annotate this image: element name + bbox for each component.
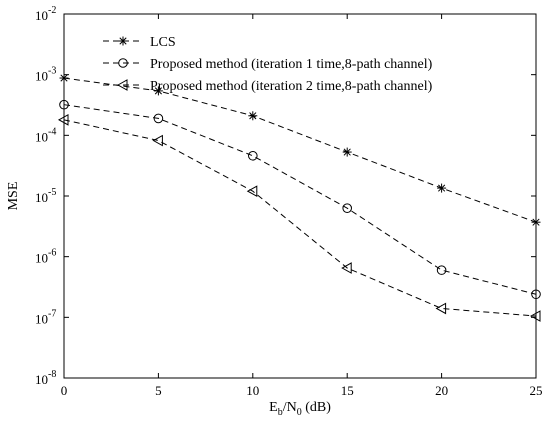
series-3-point — [435, 302, 447, 315]
x-axis-label-mid: /N — [283, 400, 297, 415]
x-axis-label-sub2: 0 — [297, 407, 302, 418]
y-tick-label: 10-2 — [35, 5, 56, 23]
series-2-point — [436, 265, 447, 275]
x-tick-label: 0 — [61, 383, 68, 398]
x-axis-label-unit: (dB) — [302, 400, 332, 415]
axis-ticks: 0 5 10 15 20 25 10-8 10-7 10-6 10-5 10-4 10-3 10-2 — [35, 5, 543, 398]
legend-marker-2 — [118, 58, 128, 68]
series-3-point — [246, 185, 258, 198]
y-tick-label: 10-8 — [35, 369, 56, 387]
y-tick-label: 10-7 — [35, 308, 56, 326]
series-1-point — [248, 111, 258, 121]
x-tick-label: 5 — [155, 383, 162, 398]
y-tick-label: 10-3 — [35, 66, 56, 84]
series-1-point — [437, 183, 447, 193]
x-tick-label: 10 — [246, 383, 259, 398]
series-3-point — [152, 134, 163, 147]
legend-label-3: Proposed method (iteration 2 time,8-path… — [150, 79, 433, 94]
legend-marker-3 — [116, 79, 128, 91]
series-line-1 — [63, 77, 537, 223]
legend-label-1: LCS — [150, 35, 176, 50]
y-tick-label: 10-5 — [35, 187, 56, 205]
series-1-point — [342, 147, 352, 157]
series-2-point — [248, 150, 258, 161]
x-tick-label: 20 — [435, 383, 448, 398]
x-axis-label-main: E — [269, 400, 278, 415]
series-2-point — [153, 113, 164, 124]
series-2-point — [342, 203, 353, 213]
x-axis-label-sub1: b — [278, 407, 283, 418]
series-1-point — [153, 86, 163, 96]
x-tick-label: 15 — [341, 383, 354, 398]
x-axis-label: Eb/N0 (dB) — [269, 400, 331, 418]
series-line-2 — [63, 104, 537, 295]
legend-label-2: Proposed method (iteration 1 time,8-path… — [150, 57, 433, 72]
legend-marker-1 — [118, 36, 128, 46]
x-tick-label: 25 — [530, 383, 543, 398]
y-tick-label: 10-4 — [35, 126, 56, 144]
y-axis-label: MSE — [6, 182, 21, 211]
y-tick-label: 10-6 — [35, 248, 56, 266]
series-3-point — [341, 262, 352, 274]
series-line-3 — [63, 119, 537, 317]
plot-frame — [63, 13, 537, 379]
plot-marks — [57, 73, 541, 322]
legend: LCS Proposed method (iteration 1 time,8-p… — [103, 35, 433, 94]
